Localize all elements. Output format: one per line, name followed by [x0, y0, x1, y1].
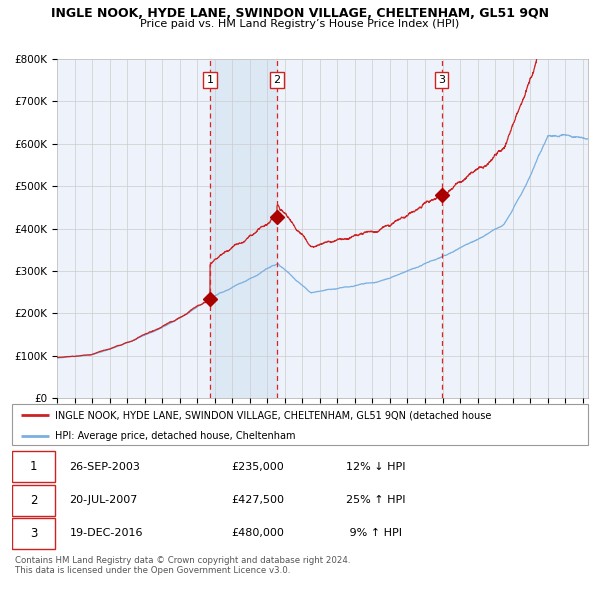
- Text: 3: 3: [30, 526, 37, 540]
- Text: 2: 2: [274, 75, 280, 85]
- Text: 1: 1: [206, 75, 214, 85]
- FancyBboxPatch shape: [12, 484, 55, 516]
- FancyBboxPatch shape: [12, 517, 55, 549]
- Text: 2: 2: [30, 493, 37, 507]
- Text: Price paid vs. HM Land Registry’s House Price Index (HPI): Price paid vs. HM Land Registry’s House …: [140, 19, 460, 29]
- Text: 20-JUL-2007: 20-JUL-2007: [70, 495, 138, 505]
- Text: 1: 1: [30, 460, 37, 474]
- Text: 19-DEC-2016: 19-DEC-2016: [70, 528, 143, 538]
- Text: 9% ↑ HPI: 9% ↑ HPI: [346, 528, 402, 538]
- Text: 26-SEP-2003: 26-SEP-2003: [70, 462, 140, 472]
- Text: £480,000: £480,000: [231, 528, 284, 538]
- Text: HPI: Average price, detached house, Cheltenham: HPI: Average price, detached house, Chel…: [55, 431, 296, 441]
- Text: This data is licensed under the Open Government Licence v3.0.: This data is licensed under the Open Gov…: [15, 566, 290, 575]
- Text: 3: 3: [439, 75, 445, 85]
- FancyBboxPatch shape: [12, 451, 55, 483]
- FancyBboxPatch shape: [12, 404, 588, 445]
- Text: £235,000: £235,000: [231, 462, 284, 472]
- Text: INGLE NOOK, HYDE LANE, SWINDON VILLAGE, CHELTENHAM, GL51 9QN (detached house: INGLE NOOK, HYDE LANE, SWINDON VILLAGE, …: [55, 410, 491, 420]
- Bar: [210, 59, 277, 398]
- Text: 25% ↑ HPI: 25% ↑ HPI: [346, 495, 406, 505]
- Text: INGLE NOOK, HYDE LANE, SWINDON VILLAGE, CHELTENHAM, GL51 9QN: INGLE NOOK, HYDE LANE, SWINDON VILLAGE, …: [51, 7, 549, 20]
- Text: Contains HM Land Registry data © Crown copyright and database right 2024.: Contains HM Land Registry data © Crown c…: [15, 556, 350, 565]
- Text: 12% ↓ HPI: 12% ↓ HPI: [346, 462, 406, 472]
- Text: £427,500: £427,500: [231, 495, 284, 505]
